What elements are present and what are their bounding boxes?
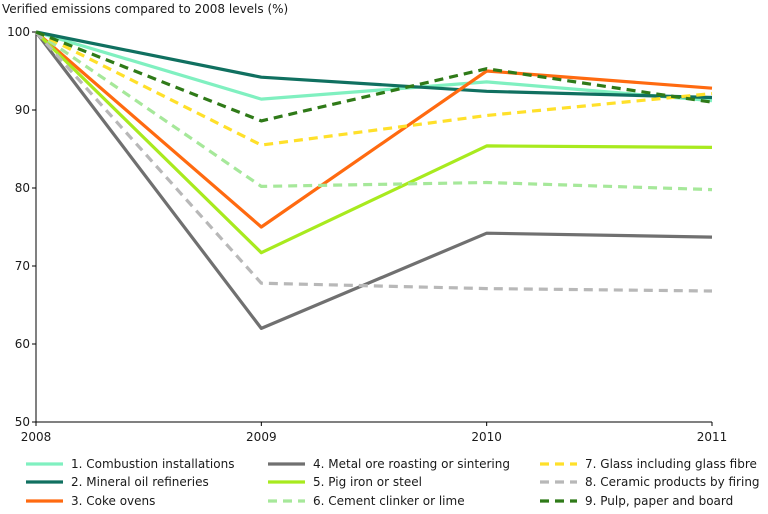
legend-item-3: 3. Coke ovens	[26, 494, 155, 508]
series-line-5	[34, 30, 713, 255]
y-tick-label: 100	[7, 25, 30, 39]
y-tick-label: 80	[15, 181, 30, 195]
legend: 1. Combustion installations 2. Mineral oi…	[26, 457, 760, 508]
axes: 50 60 70 80 90 100 2008 2009 2010 2011	[7, 25, 727, 444]
x-tick-label: 2011	[697, 430, 728, 444]
series-line-7	[35, 30, 713, 147]
legend-item-8: 8. Ceramic products by firing	[540, 475, 760, 489]
legend-label: 6. Cement clinker or lime	[313, 494, 465, 508]
y-tick-label: 90	[15, 103, 30, 117]
legend-item-9: 9. Pulp, paper and board	[540, 494, 733, 508]
series-line-1	[35, 30, 713, 103]
legend-item-2: 2. Mineral oil refineries	[26, 475, 209, 489]
series-line-8	[34, 30, 713, 293]
y-tick-label: 70	[15, 259, 30, 273]
series-line-4	[34, 31, 713, 330]
y-tick-label: 50	[15, 415, 30, 429]
series-line-9	[35, 30, 713, 123]
legend-label: 2. Mineral oil refineries	[71, 475, 209, 489]
series-lines	[34, 30, 713, 330]
legend-label: 5. Pig iron or steel	[313, 475, 422, 489]
legend-item-1: 1. Combustion installations	[26, 457, 234, 471]
legend-label: 7. Glass including glass fibre	[585, 457, 757, 471]
series-line-2	[35, 30, 713, 100]
chart-title: Verified emissions compared to 2008 leve…	[2, 2, 288, 16]
legend-label: 3. Coke ovens	[71, 494, 155, 508]
legend-label: 9. Pulp, paper and board	[585, 494, 733, 508]
legend-label: 4. Metal ore roasting or sintering	[313, 457, 510, 471]
legend-item-5: 5. Pig iron or steel	[268, 475, 422, 489]
legend-label: 1. Combustion installations	[71, 457, 234, 471]
y-tick-label: 60	[15, 337, 30, 351]
series-line-6	[35, 30, 713, 192]
series-line-3	[34, 30, 713, 229]
legend-item-7: 7. Glass including glass fibre	[540, 457, 757, 471]
x-tick-label: 2008	[21, 430, 52, 444]
legend-item-4: 4. Metal ore roasting or sintering	[268, 457, 510, 471]
legend-item-6: 6. Cement clinker or lime	[268, 494, 465, 508]
x-tick-label: 2010	[471, 430, 502, 444]
legend-label: 8. Ceramic products by firing	[585, 475, 760, 489]
x-tick-label: 2009	[246, 430, 277, 444]
